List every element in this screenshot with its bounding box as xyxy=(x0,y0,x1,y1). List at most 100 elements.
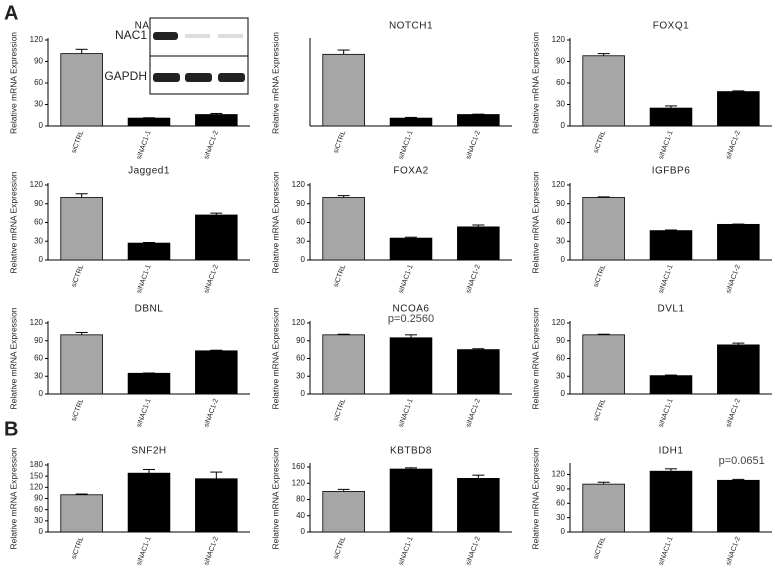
bar xyxy=(195,114,238,127)
bar xyxy=(389,117,433,127)
y-tick-label: 120 xyxy=(30,482,44,491)
panel-label: A xyxy=(4,2,18,24)
panel-label: B xyxy=(4,418,18,440)
blot-band xyxy=(153,32,178,40)
y-tick-label: 90 xyxy=(34,336,43,345)
bar xyxy=(195,350,238,395)
bar xyxy=(457,477,500,533)
x-tick-label: siCTRL xyxy=(71,398,86,422)
y-tick-label: 90 xyxy=(34,199,43,208)
chart-title: FOXQ1 xyxy=(653,21,689,32)
bar xyxy=(322,334,365,395)
y-tick-label: 60 xyxy=(556,78,565,87)
chart-title: DVL1 xyxy=(657,304,684,315)
x-tick-label: siCTRL xyxy=(593,398,608,422)
y-tick-label: 0 xyxy=(561,527,566,536)
chart-title: FOXA2 xyxy=(393,166,428,177)
x-tick-label: siNAC1-2 xyxy=(725,398,742,429)
y-tick-label: 30 xyxy=(556,371,565,380)
x-tick-label: siNAC1-1 xyxy=(136,264,153,295)
y-tick-label: 90 xyxy=(556,484,565,493)
error-bar xyxy=(472,348,485,350)
bar xyxy=(322,53,365,127)
x-tick-label: siNAC1-2 xyxy=(465,398,482,429)
bar xyxy=(389,337,433,395)
error-bar xyxy=(75,193,88,198)
y-tick-label: 0 xyxy=(301,527,306,536)
bar xyxy=(582,483,625,533)
y-tick-label: 0 xyxy=(39,389,44,398)
chart-title: SNF2H xyxy=(131,446,166,457)
y-tick-label: 90 xyxy=(34,57,43,66)
y-tick-label: 0 xyxy=(561,121,566,130)
blot-band xyxy=(185,34,210,38)
x-tick-label: siNAC1-1 xyxy=(136,130,153,161)
y-axis-label: Relative mRNA Expression xyxy=(8,447,18,549)
x-tick-label: siCTRL xyxy=(333,398,348,422)
y-axis-label: Relative mRNA Expression xyxy=(270,447,280,549)
bar xyxy=(717,344,760,395)
bar xyxy=(322,490,365,533)
bar xyxy=(649,230,693,261)
chart-title: DBNL xyxy=(135,304,164,315)
error-bar xyxy=(210,471,223,479)
x-tick-label: siNAC1-1 xyxy=(658,536,675,567)
x-tick-label: siCTRL xyxy=(593,536,608,560)
x-tick-label: siCTRL xyxy=(71,130,86,154)
y-tick-label: 90 xyxy=(296,336,305,345)
chart-title: NCOA6 xyxy=(393,304,430,315)
annotation: p=0.0651 xyxy=(719,455,765,467)
bar xyxy=(60,494,103,533)
annotation: p=0.2560 xyxy=(388,313,434,325)
chart-title: Jagged1 xyxy=(128,166,170,177)
error-bar xyxy=(143,468,155,474)
bar xyxy=(389,237,433,261)
x-tick-label: siNAC1-2 xyxy=(203,264,220,295)
y-tick-label: 120 xyxy=(30,318,44,327)
error-bar xyxy=(75,48,88,54)
error-bar xyxy=(405,116,417,119)
error-bar xyxy=(597,481,610,485)
x-tick-label: siNAC1-2 xyxy=(725,536,742,567)
error-bar xyxy=(337,333,350,335)
y-tick-label: 0 xyxy=(561,389,566,398)
x-tick-label: siNAC1-2 xyxy=(203,130,220,161)
x-tick-label: siNAC1-2 xyxy=(725,130,742,161)
y-tick-label: 30 xyxy=(296,236,305,245)
y-tick-label: 60 xyxy=(556,498,565,507)
y-tick-label: 90 xyxy=(556,199,565,208)
blot-label: GAPDH xyxy=(104,69,147,83)
bar xyxy=(717,479,760,533)
error-bar xyxy=(405,467,417,470)
y-tick-label: 30 xyxy=(34,100,43,109)
y-tick-label: 0 xyxy=(39,255,44,264)
y-tick-label: 90 xyxy=(556,336,565,345)
y-tick-label: 120 xyxy=(30,35,44,44)
y-axis-label: Relative mRNA Expression xyxy=(270,171,280,273)
y-tick-label: 120 xyxy=(30,180,44,189)
x-tick-label: siNAC1-2 xyxy=(203,398,220,429)
y-tick-label: 30 xyxy=(556,513,565,522)
bar xyxy=(127,117,171,127)
x-tick-label: siNAC1-1 xyxy=(398,264,415,295)
chart-title: IDH1 xyxy=(659,446,684,457)
error-bar xyxy=(405,334,417,338)
y-tick-label: 90 xyxy=(296,199,305,208)
error-bar xyxy=(337,488,350,492)
error-bar xyxy=(597,53,610,56)
error-bar xyxy=(732,90,745,92)
error-bar xyxy=(732,342,745,345)
y-axis-label: Relative mRNA Expression xyxy=(8,32,18,134)
y-tick-label: 150 xyxy=(30,471,44,480)
y-tick-label: 160 xyxy=(292,462,306,471)
error-bar xyxy=(210,212,223,215)
y-tick-label: 60 xyxy=(34,218,43,227)
y-tick-label: 60 xyxy=(556,354,565,363)
y-tick-label: 120 xyxy=(552,35,566,44)
bar xyxy=(195,214,238,261)
x-tick-label: siNAC1-1 xyxy=(398,398,415,429)
error-bar xyxy=(732,478,745,481)
y-tick-label: 90 xyxy=(34,494,43,503)
bar xyxy=(322,197,365,261)
